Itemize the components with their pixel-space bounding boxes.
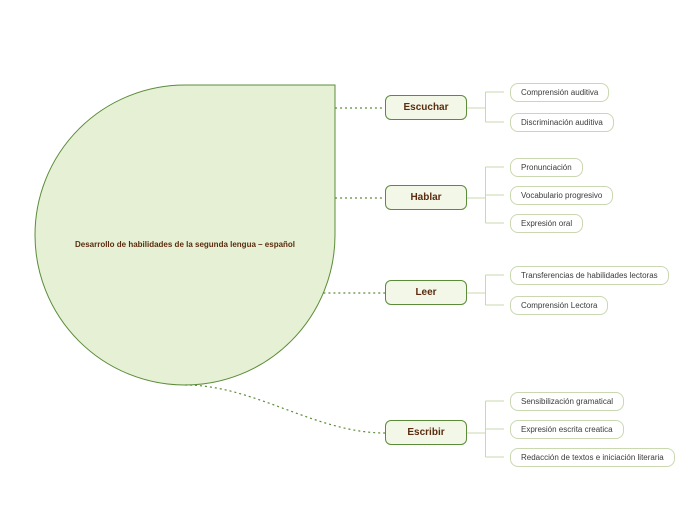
category-box: Escuchar — [385, 95, 467, 120]
category-box: Hablar — [385, 185, 467, 210]
leaf-box: Transferencias de habilidades lectoras — [510, 266, 669, 285]
leaf-box: Sensibilización gramatical — [510, 392, 624, 411]
leaf-box: Pronunciación — [510, 158, 583, 177]
leaf-box: Expresión escrita creatica — [510, 420, 624, 439]
leaf-box: Comprensión Lectora — [510, 296, 608, 315]
leaf-box: Comprensión auditiva — [510, 83, 609, 102]
category-box: Leer — [385, 280, 467, 305]
central-title: Desarrollo de habilidades de la segunda … — [65, 240, 305, 249]
leaf-box: Discriminación auditiva — [510, 113, 614, 132]
leaf-box: Vocabulario progresivo — [510, 186, 613, 205]
category-box: Escribir — [385, 420, 467, 445]
leaf-box: Expresión oral — [510, 214, 583, 233]
leaf-box: Redacción de textos e iniciación literar… — [510, 448, 675, 467]
